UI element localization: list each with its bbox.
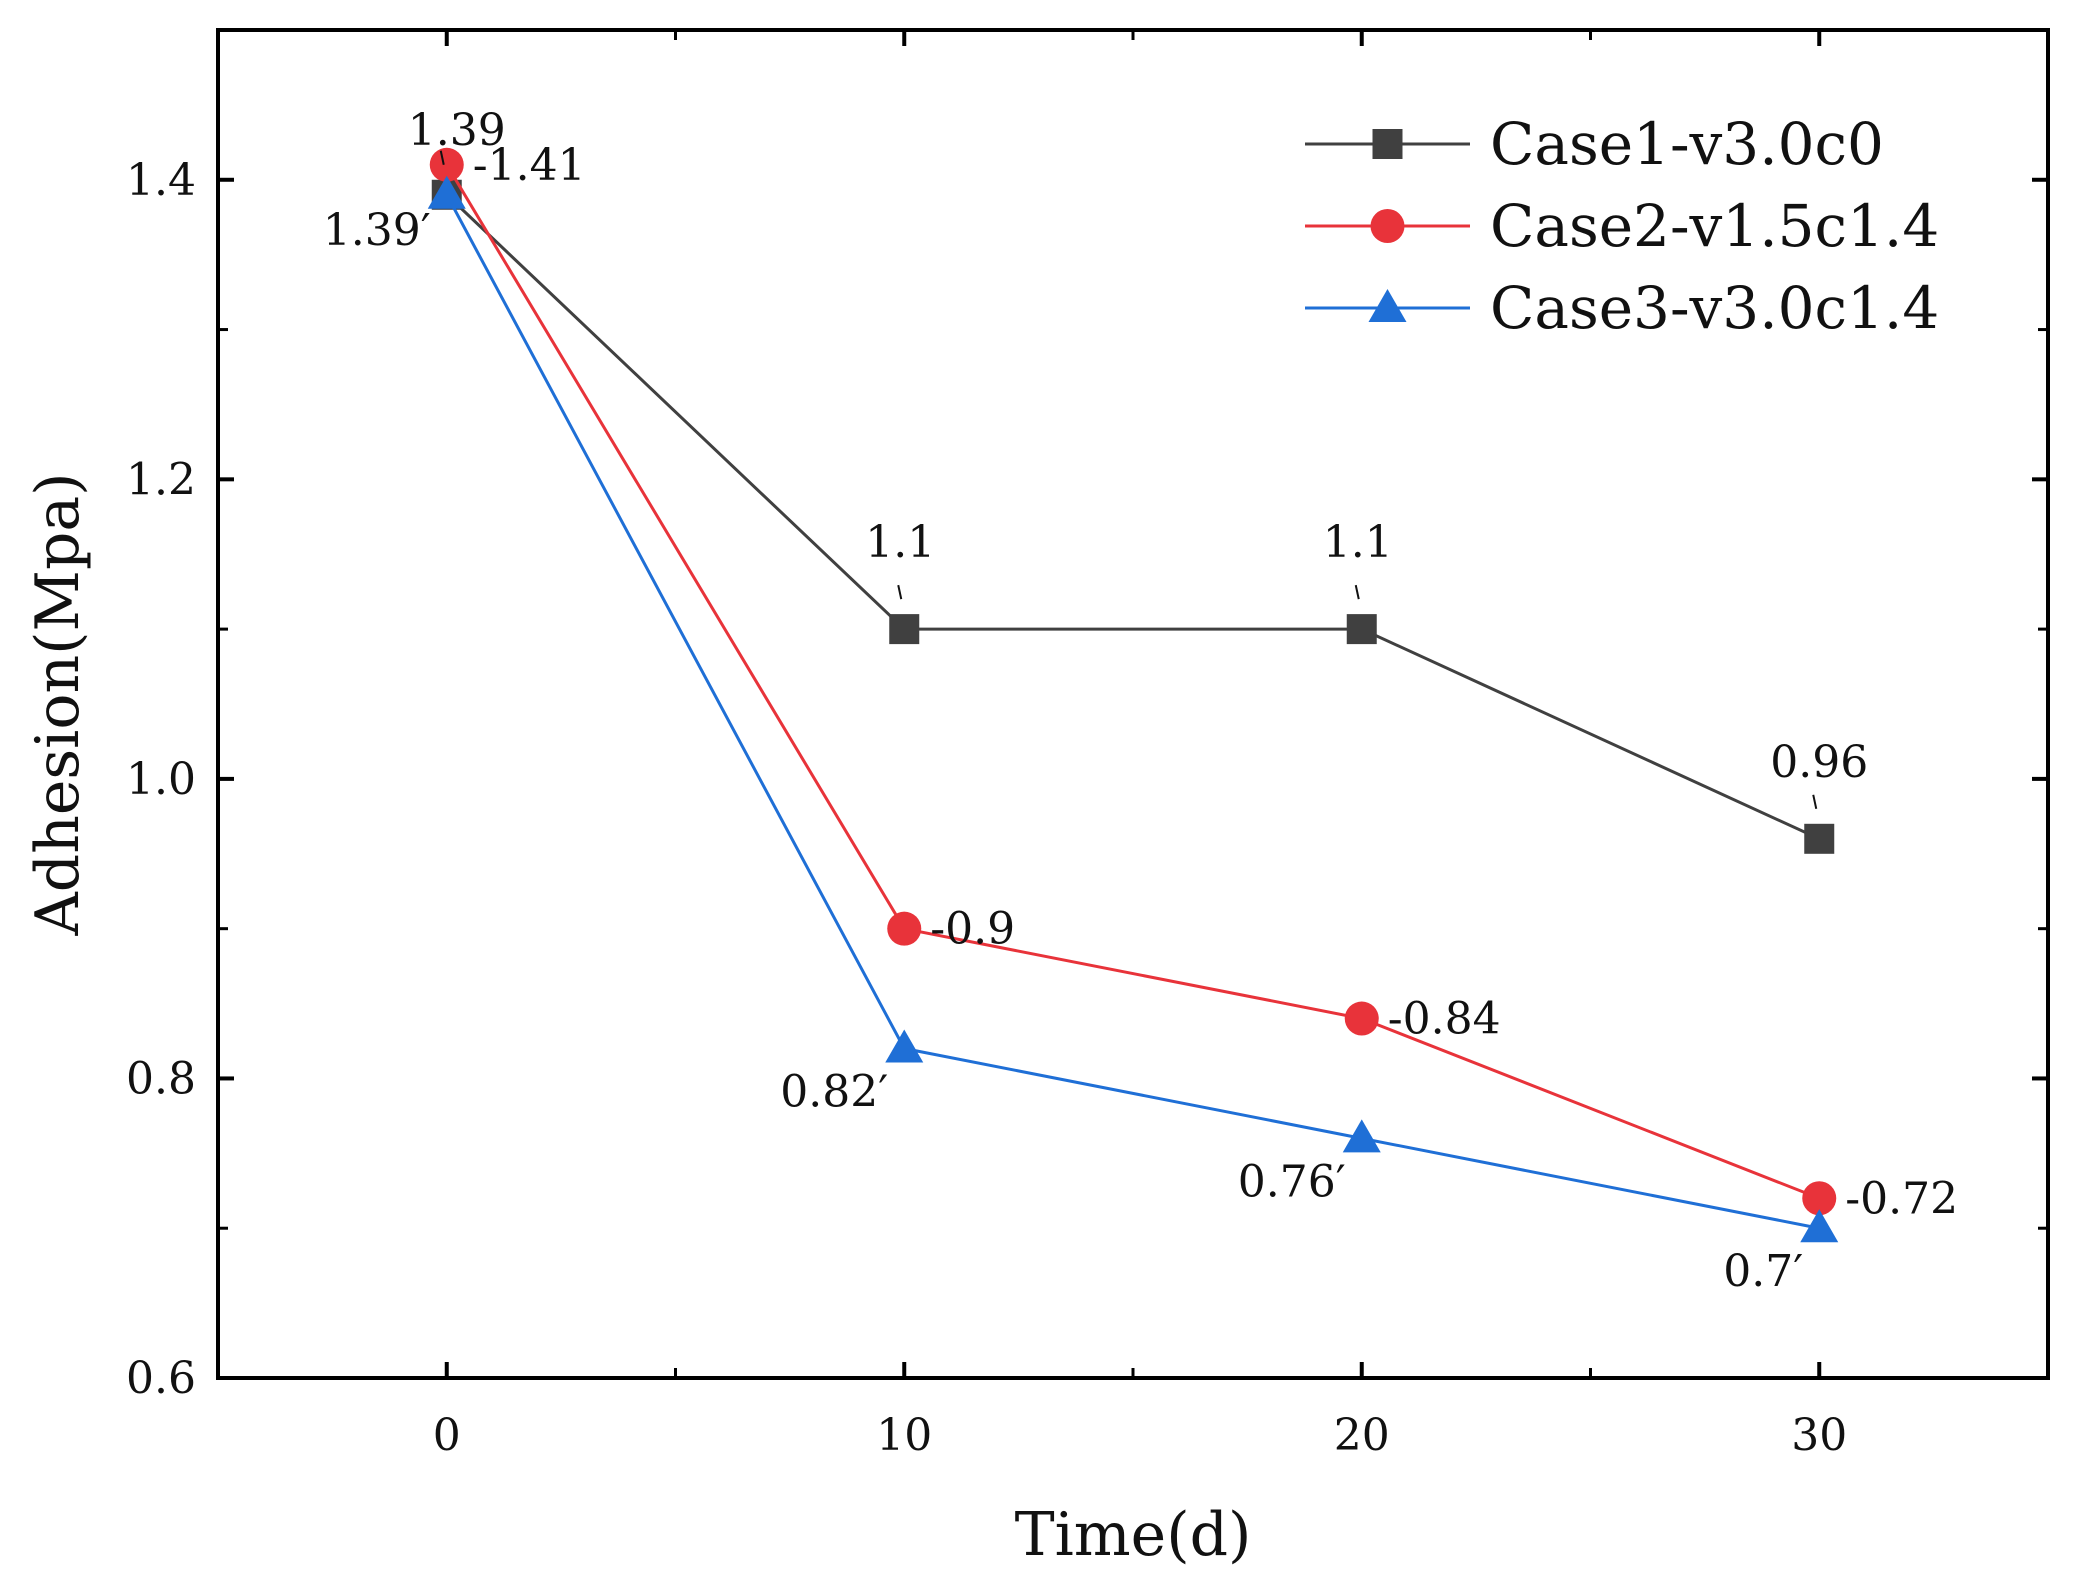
data-label: 0.76′ [1238,1156,1346,1207]
legend-label: Case3-v3.0c1.4 [1490,274,1939,342]
legend-item-3: Case3-v3.0c1.4 [1305,274,1939,342]
y-tick-label: 1.2 [126,454,196,505]
legend-marker [1370,209,1405,243]
y-tick-label: 1.0 [126,754,196,805]
x-axis-title: Time(d) [1015,1500,1252,1570]
series-line [445,194,1820,1230]
x-tick-label: 30 [1791,1410,1847,1461]
data-point [1804,823,1835,854]
data-label: 1.39′ [323,205,431,256]
x-tick-label: 20 [1334,1410,1390,1461]
data-label: 0.96 [1770,737,1868,788]
x-tick-label: 0 [433,1410,461,1461]
y-tick-label: 0.8 [126,1053,196,1104]
legend-marker [1368,289,1407,322]
data-point [1344,1001,1379,1036]
data-label: -1.41 [473,140,586,191]
series-layer [427,147,1839,1243]
label-leader [439,150,445,165]
data-point [427,175,466,209]
data-label: 1.1 [1323,517,1393,568]
data-point [889,614,920,645]
series-2 [429,147,1837,1216]
data-point [1800,1209,1839,1243]
label-leader [1354,584,1360,600]
y-axis-title: Adhesion(Mpa) [23,472,93,936]
series-1 [431,179,1835,854]
data-label: 0.82′ [780,1066,888,1117]
label-leader [1812,794,1818,810]
y-tick-label: 0.6 [126,1353,196,1404]
x-tick-label: 10 [876,1410,932,1461]
data-label: -0.72 [1845,1173,1958,1224]
data-labels-layer: 1.39 1.1 1.1 0.96 -1.41 -0.9 -0.84 -0.72 1.39′ 0.… [323,105,1958,1297]
plot-frame [216,28,2050,1380]
legend-item-2: Case2-v1.5c1.4 [1305,192,1939,260]
legend-label: Case2-v1.5c1.4 [1490,192,1939,260]
data-label: -0.84 [1388,994,1501,1045]
series-line [445,164,1820,1200]
series-3 [427,175,1839,1243]
label-leader [897,584,903,600]
data-point [429,147,464,182]
legend-item-1: Case1-v3.0c0 [1305,110,1884,178]
data-point [1342,1119,1381,1153]
ticks-layer: 0.6 0.8 1.0 1.2 1.4 0 10 20 30 [126,28,2050,1461]
data-point [1346,614,1377,645]
legend-label: Case1-v3.0c0 [1490,110,1884,178]
y-tick-label: 1.4 [126,155,196,206]
data-point [885,1029,924,1063]
data-label: 1.1 [865,517,935,568]
data-label: 0.7′ [1723,1246,1803,1297]
legend: Case1-v3.0c0 Case2-v1.5c1.4 Case3-v3.0c1.4 [1305,110,1939,342]
data-point [887,911,922,946]
data-point [1802,1181,1837,1216]
data-label: 1.39 [408,105,506,156]
data-label: -0.9 [930,904,1015,955]
series-line [445,193,1820,841]
legend-marker [1372,129,1403,159]
